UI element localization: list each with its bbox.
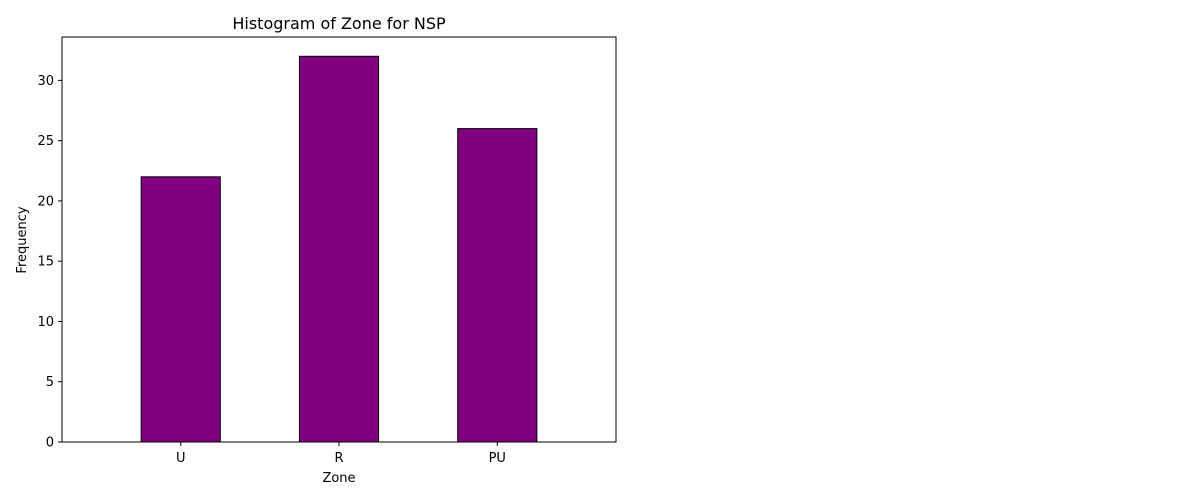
x-tick-label: PU xyxy=(489,451,506,466)
y-tick-label: 20 xyxy=(37,194,54,209)
y-tick-label: 5 xyxy=(46,375,54,390)
y-axis-label: Frequency xyxy=(15,206,30,273)
y-axis-ticks: 0 5 10 15 20 25 30 xyxy=(37,74,62,451)
x-tick-label: R xyxy=(334,451,343,466)
bars xyxy=(140,55,538,443)
y-tick-label: 10 xyxy=(37,315,54,330)
bar-r xyxy=(298,55,380,443)
bar-pu xyxy=(457,128,538,443)
x-tick-label: U xyxy=(176,451,186,466)
x-axis-label: Zone xyxy=(322,471,355,486)
y-tick-label: 15 xyxy=(37,255,54,270)
plot-frame xyxy=(61,36,617,443)
x-axis-ticks: U R PU xyxy=(176,442,506,466)
bar-u xyxy=(140,176,221,443)
y-tick-label: 0 xyxy=(46,436,54,451)
y-tick-label: 25 xyxy=(37,134,54,149)
chart-title: Histogram of Zone for NSP xyxy=(232,14,446,33)
y-tick-label: 30 xyxy=(37,74,54,89)
